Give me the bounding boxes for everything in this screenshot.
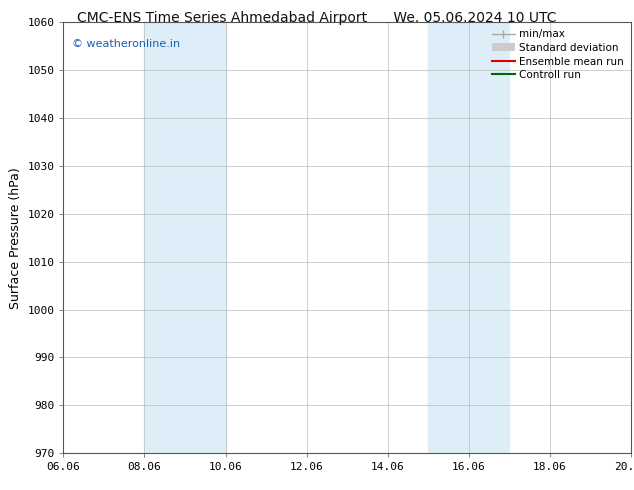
Y-axis label: Surface Pressure (hPa): Surface Pressure (hPa) — [9, 167, 22, 309]
Text: CMC-ENS Time Series Ahmedabad Airport      We. 05.06.2024 10 UTC: CMC-ENS Time Series Ahmedabad Airport We… — [77, 11, 557, 25]
Text: © weatheronline.in: © weatheronline.in — [72, 39, 180, 49]
Bar — [428, 22, 509, 453]
Legend: min/max, Standard deviation, Ensemble mean run, Controll run: min/max, Standard deviation, Ensemble me… — [489, 27, 626, 82]
Bar — [145, 22, 226, 453]
